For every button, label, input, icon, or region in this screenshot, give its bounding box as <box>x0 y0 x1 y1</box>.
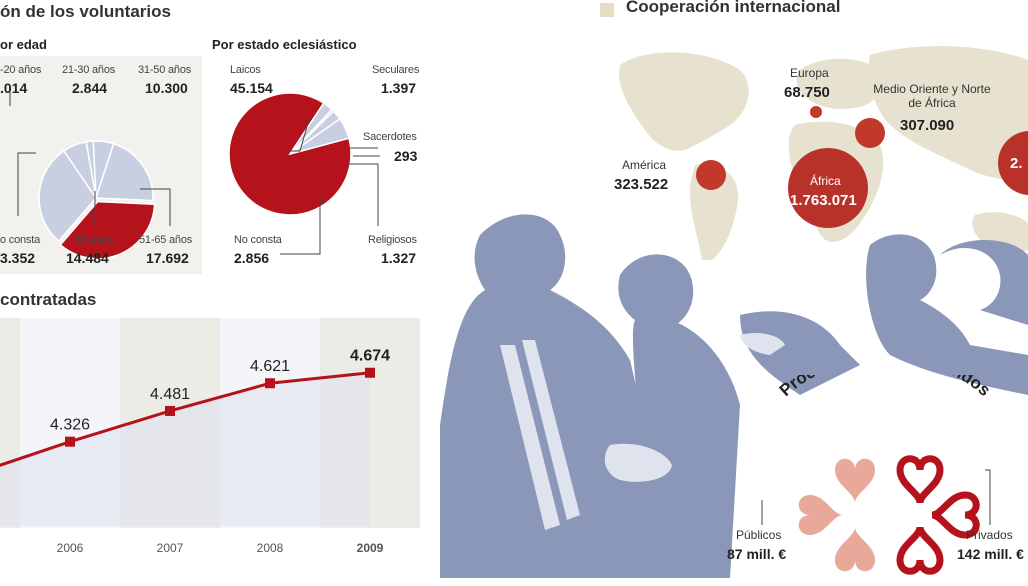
legend-swatch <box>600 3 614 17</box>
x-tick-label: 2006 <box>57 541 84 555</box>
church-label-sacerdotes: Sacerdotes <box>363 131 417 143</box>
leader-line <box>280 196 321 255</box>
church-value-religiosos: 1.327 <box>381 250 417 266</box>
person-right-silhouette <box>866 234 1028 395</box>
data-point <box>265 378 275 389</box>
church-label-religiosos: Religiosos <box>368 234 417 246</box>
north-america-shape <box>619 52 749 151</box>
age-value-31-50: 10.300 <box>145 80 188 96</box>
europe-shape <box>796 58 884 109</box>
church-pie-svg <box>228 92 380 255</box>
age-value-51-65: 17.692 <box>146 250 189 266</box>
asia-bubble <box>998 131 1028 195</box>
data-label: 4.621 <box>250 358 290 375</box>
pie-slice--65-a-os <box>38 149 97 243</box>
table-silhouette <box>740 311 860 395</box>
data-label: 4.674 <box>350 348 390 365</box>
church-label-noconsta: No consta <box>234 234 282 246</box>
region-name-middle-east: Medio Oriente y Norte de África <box>873 82 991 110</box>
funds-title: Procedencia de los fondos <box>776 375 994 400</box>
church-value-seculares: 1.397 <box>381 80 417 96</box>
data-label: 4.326 <box>50 417 90 434</box>
leader-line <box>348 163 379 226</box>
age-value-21-30: 2.844 <box>72 80 108 96</box>
heart-icon <box>835 527 875 572</box>
region-value-middle-east: 307.090 <box>900 117 955 134</box>
person-far-right-silhouette <box>940 240 1028 325</box>
region-name-africa: África <box>810 174 841 188</box>
middle-east-bubble <box>855 118 885 148</box>
person-middle-silhouette <box>618 254 740 578</box>
age-label-under20: -20 años <box>0 64 42 76</box>
jacket-stripe <box>522 340 580 520</box>
church-value-laicos: 45.154 <box>230 80 273 96</box>
region-value-america: 323.522 <box>614 176 669 193</box>
x-tick-label: 2009 <box>357 541 384 555</box>
region-name-europe: Europa <box>790 66 829 80</box>
pie-slice-51-65-a-os <box>59 200 156 260</box>
age-label-21-30: 21-30 años <box>62 64 116 76</box>
line-chart-svg: 4.326 2006 4.481 2007 4.621 2008 4.674 2009 <box>0 318 420 555</box>
pie-slice-31-50-a-os <box>94 142 154 202</box>
hand-shape <box>604 443 672 482</box>
hand-shape <box>740 333 785 355</box>
funds-svg: Procedencia de los fondos <box>761 375 994 575</box>
heart-icon <box>835 458 875 503</box>
pie-slice-o-consta <box>62 140 97 199</box>
church-value-noconsta: 2.856 <box>234 250 270 266</box>
church-label-laicos: Laicos <box>230 64 261 76</box>
age-label-51-65: 51-65 años <box>139 234 193 246</box>
america-bubble <box>696 160 726 190</box>
heart-icon <box>931 491 980 539</box>
leader-line <box>985 469 991 525</box>
cooperation-title: Cooperación internacional <box>626 0 841 16</box>
funds-private-value: 142 mill. € <box>957 546 1024 562</box>
funds-public-label: Públicos <box>736 528 782 542</box>
region-name-america: América <box>622 158 667 172</box>
age-value-over65: 14.484 <box>66 250 109 266</box>
line-chart-title: contratadas <box>0 290 97 309</box>
age-pie-title: or edad <box>0 37 47 52</box>
asia-shape <box>868 45 1028 180</box>
private-emblem <box>896 455 980 575</box>
leader-line <box>285 115 311 152</box>
age-pie-svg <box>9 92 171 260</box>
volunteers-title: ón de los voluntarios <box>0 2 171 21</box>
church-value-sacerdotes: 293 <box>394 148 418 164</box>
data-point <box>165 405 175 416</box>
region-value-europe: 68.750 <box>784 84 830 101</box>
age-value-under20: .014 <box>0 80 28 96</box>
world-map <box>619 45 1028 260</box>
data-point <box>365 367 375 378</box>
leader-line <box>140 188 171 226</box>
funds-private-label: Privados <box>966 528 1013 542</box>
series-area <box>0 372 370 526</box>
region-value-africa: 1.763.071 <box>790 192 857 209</box>
leader-line <box>17 152 36 216</box>
africa-bubble <box>788 148 868 228</box>
heart-icon <box>798 495 843 535</box>
funds-public-value: 87 mill. € <box>727 546 787 562</box>
church-pie-title: Por estado eclesiástico <box>212 37 357 52</box>
church-label-seculares: Seculares <box>372 64 420 76</box>
jacket-stripe <box>500 345 560 530</box>
x-tick-label: 2007 <box>157 541 184 555</box>
x-tick-label: 2008 <box>257 541 284 555</box>
south-america-shape <box>689 164 739 260</box>
public-emblem <box>798 458 875 572</box>
age-label-31-50: 31-50 años <box>138 64 192 76</box>
data-point <box>65 436 75 447</box>
region-value-asia: 2. <box>1010 155 1023 172</box>
pie-slice-no-consta <box>289 117 350 155</box>
data-label: 4.481 <box>150 386 190 403</box>
heart-icon <box>896 455 944 504</box>
heart-icon <box>896 526 944 575</box>
age-value-unknown: 3.352 <box>0 250 36 266</box>
age-label-over65: + 65 años <box>66 234 113 246</box>
europe-bubble <box>810 106 822 118</box>
volunteers-photo <box>440 214 1028 578</box>
age-label-unknown: o consta <box>0 234 40 246</box>
